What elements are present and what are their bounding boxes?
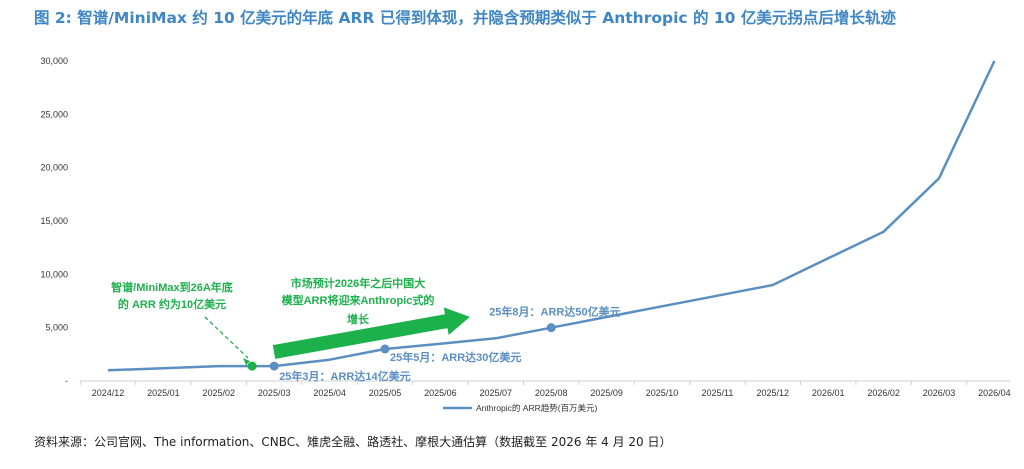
legend: Anthropic的 ARR趋势(百万美元) [443,403,598,413]
y-tick-label: 25,000 [40,109,68,119]
x-tick-label: 2024/12 [92,388,125,398]
data-point-label: 25年3月：ARR达14亿美元 [279,369,410,383]
y-axis: 30,000 25,000 20,000 15,000 10,000 5,000 - [40,56,68,386]
y-tick-label: 20,000 [40,163,68,173]
x-tick-label: 2025/01 [147,388,180,398]
x-tick-label: 2025/12 [757,388,790,398]
x-tick-label: 2026/04 [978,388,1011,398]
x-tick-label: 2025/06 [424,388,457,398]
x-tick-label: 2026/01 [812,388,845,398]
legend-label: Anthropic的 ARR趋势(百万美元) [476,403,598,413]
arrow-note-line3: 增长 [347,312,370,326]
x-tick-label: 2025/09 [590,388,623,398]
x-tick-label: 2025/04 [313,388,346,398]
source-note: 资料来源：公司官网、The information、CNBC、雉虎全融、路透社、… [34,435,672,449]
data-point-marker [546,323,556,333]
data-point-label: 25年5月：ARR达30亿美元 [390,350,521,364]
data-point-marker [380,344,390,354]
green-note-line2: 的 ARR 约为10亿美元 [118,297,226,311]
marker-layer: 25年3月：ARR达14亿美元 25年5月：ARR达30亿美元 25年8月：ARR达… [247,305,621,383]
y-tick-label: 5,000 [45,323,68,333]
y-tick-label: 15,000 [40,216,68,226]
x-tick-label: 2026/03 [923,388,956,398]
data-point-marker [269,361,279,371]
dashed-pointer [204,316,249,359]
arrow-note-line2: 模型ARR将迎来Anthropic式的 [282,293,435,307]
x-tick-label: 2025/07 [480,388,513,398]
x-tick-label: 2026/02 [867,388,900,398]
x-tick-label: 2025/11 [701,388,733,398]
dashed-pointer-head [243,358,251,366]
green-note-line1: 智谱/MiniMax到26A年底 [111,280,233,294]
y-tick-label: - [65,376,68,386]
data-point-label: 25年8月：ARR达50亿美元 [489,305,620,319]
big-arrow [272,307,470,359]
green-point-marker [247,361,257,371]
y-tick-label: 10,000 [40,269,68,279]
x-tick-label: 2025/03 [258,388,291,398]
chart-canvas: 30,000 25,000 20,000 15,000 10,000 5,000 - 202… [40,56,1011,413]
x-axis: 2024/12 2025/01 2025/02 2025/03 2025/04 2025/… [79,380,1011,398]
x-tick-label: 2025/08 [535,388,568,398]
x-tick-label: 2025/10 [646,388,679,398]
x-tick-label: 2025/02 [203,388,236,398]
y-tick-label: 30,000 [40,56,68,66]
arrow-note-line1: 市场预计2026年之后中国大 [291,276,425,290]
x-tick-label: 2025/05 [369,388,402,398]
chart-title: 图 2: 智谱/MiniMax 约 10 亿美元的年底 ARR 已得到体现，并隐… [34,9,896,27]
